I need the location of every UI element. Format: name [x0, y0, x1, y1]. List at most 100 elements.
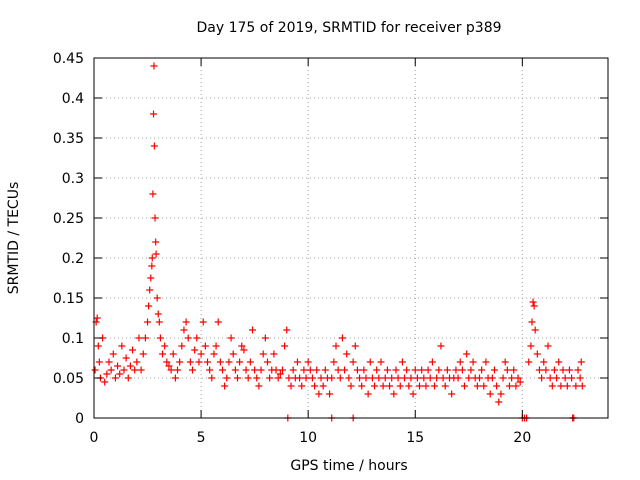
data-point: [206, 366, 214, 374]
data-point: [490, 366, 498, 374]
data-point: [576, 374, 584, 382]
data-point: [516, 378, 524, 386]
data-point: [544, 342, 552, 350]
data-point: [336, 374, 344, 382]
data-point: [345, 374, 353, 382]
data-point: [356, 374, 364, 382]
data-point: [116, 370, 124, 378]
data-point: [413, 374, 421, 382]
data-point: [145, 302, 153, 310]
data-point: [244, 374, 252, 382]
data-point: [501, 358, 509, 366]
data-point: [165, 362, 173, 370]
data-point: [151, 214, 159, 222]
data-point: [326, 390, 334, 398]
y-tick-label: 0.05: [53, 371, 84, 387]
data-point: [531, 326, 539, 334]
data-point: [255, 382, 263, 390]
data-point: [381, 374, 389, 382]
data-point: [150, 142, 158, 150]
y-tick-label: 0.45: [53, 51, 84, 67]
data-point: [233, 374, 241, 382]
data-point: [422, 382, 430, 390]
y-tick-label: 0.25: [53, 211, 84, 227]
data-point: [437, 342, 445, 350]
data-point: [152, 238, 160, 246]
data-point: [512, 382, 520, 390]
data-point: [169, 350, 177, 358]
data-point: [174, 366, 182, 374]
data-point: [238, 342, 246, 350]
data-point: [251, 366, 259, 374]
data-point: [330, 358, 338, 366]
data-point: [176, 358, 184, 366]
data-point: [553, 374, 561, 382]
data-point: [107, 366, 115, 374]
data-point: [216, 358, 224, 366]
data-point: [505, 382, 513, 390]
data-point: [214, 318, 222, 326]
data-point: [473, 382, 481, 390]
data-point: [302, 374, 310, 382]
data-point: [486, 390, 494, 398]
y-axis-label: SRMTID / TECUs: [6, 182, 22, 295]
data-point: [300, 366, 308, 374]
data-point: [126, 362, 134, 370]
x-tick-label: 5: [197, 430, 206, 446]
data-point: [375, 374, 383, 382]
data-point: [266, 374, 274, 382]
data-point: [141, 334, 149, 342]
data-point: [201, 342, 209, 350]
data-point: [189, 366, 197, 374]
data-point: [129, 346, 137, 354]
data-point: [510, 366, 518, 374]
data-point: [195, 358, 203, 366]
data-point: [120, 366, 128, 374]
data-point: [261, 334, 269, 342]
data-points: [91, 62, 586, 422]
data-point: [328, 374, 336, 382]
data-point: [426, 374, 434, 382]
x-tick-label: 20: [513, 430, 531, 446]
data-point: [542, 366, 550, 374]
data-point: [420, 374, 428, 382]
data-point: [405, 382, 413, 390]
data-point: [197, 350, 205, 358]
data-point: [371, 382, 379, 390]
data-point: [167, 366, 175, 374]
data-point: [379, 382, 387, 390]
data-point: [561, 374, 569, 382]
data-point: [508, 374, 516, 382]
data-point: [482, 358, 490, 366]
data-point: [461, 382, 469, 390]
data-point: [186, 358, 194, 366]
data-point: [180, 326, 188, 334]
data-point: [398, 358, 406, 366]
data-point: [272, 366, 280, 374]
data-point: [321, 366, 329, 374]
data-point: [351, 342, 359, 350]
data-point: [392, 366, 400, 374]
data-point: [240, 346, 248, 354]
data-point: [499, 374, 507, 382]
data-point: [358, 382, 366, 390]
data-point: [559, 366, 567, 374]
data-point: [313, 366, 321, 374]
data-point: [568, 374, 576, 382]
data-point: [368, 374, 376, 382]
data-point: [156, 334, 164, 342]
data-point: [199, 318, 207, 326]
data-point: [456, 358, 464, 366]
data-point: [497, 390, 505, 398]
data-point: [416, 382, 424, 390]
y-tick-label: 0.35: [53, 131, 84, 147]
data-point: [338, 334, 346, 342]
data-point: [577, 358, 585, 366]
data-point: [349, 358, 357, 366]
data-point: [418, 366, 426, 374]
data-point: [546, 374, 554, 382]
data-point: [93, 314, 101, 322]
data-point: [525, 358, 533, 366]
data-point: [528, 318, 536, 326]
